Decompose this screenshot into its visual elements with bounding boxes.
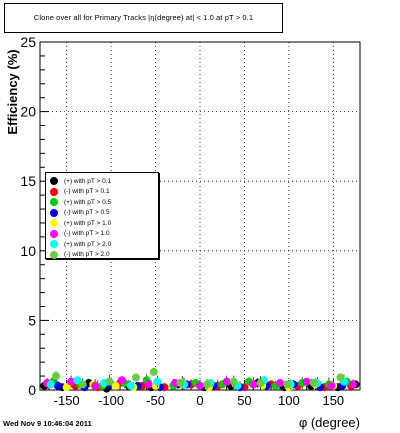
legend-label: (-) with pT > 1.0 [64,230,110,237]
data-point-series-7 [153,377,162,386]
data-point-series-6 [67,377,76,386]
data-point-series-8 [336,373,345,382]
legend-marker [50,177,58,185]
legend-label: (+) with pT > 2.0 [64,240,112,248]
data-point-series-8 [149,367,158,376]
y-tick-label: 15 [20,173,36,189]
data-point-series-4 [53,381,62,390]
data-point-series-8 [132,373,140,382]
timestamp: Wed Nov 9 10:46:04 2011 [3,419,92,428]
data-point-series-7 [126,381,135,390]
legend-marker [50,187,58,196]
y-tick-label: 0 [28,382,36,398]
chart-title: Clone over all for Primary Tracks |η(deg… [33,13,254,22]
data-point-series-5 [111,381,120,390]
data-point-series-6 [144,380,153,389]
legend-label: (-) with pT > 0.5 [64,209,110,216]
data-point-series-6 [249,380,258,389]
data-point-series-6 [276,379,284,388]
legend-label: (-) with pT > 0.1 [64,188,110,195]
x-axis-label: φ (degree) [299,415,360,430]
data-point-series-8 [283,380,292,389]
legend-marker [50,208,58,217]
data-point-series-6 [196,381,204,390]
chart-title-box: Clone over all for Primary Tracks |η(deg… [4,3,283,33]
y-tick-label: 10 [20,243,36,259]
data-point-series-6 [222,377,231,386]
legend-entry: (+) with pT > 2.0 [50,239,111,249]
data-point-series-8 [105,377,114,386]
data-point-series-8 [229,377,238,386]
data-point-series-8 [78,380,87,389]
legend-label: (-) with pT > 2.0 [64,251,110,258]
chart-legend: (+) with pT > 0.1 (-) with pT > 0.1 (+) wi… [45,172,159,259]
y-axis-label: Efficiency (%) [5,49,20,134]
data-point-series-8 [176,379,185,388]
legend-entry: (-) with pT > 2.0 [50,250,110,260]
x-tick-label: 50 [237,393,251,408]
x-tick-label: 100 [278,393,300,408]
y-tick-label: 5 [28,312,36,328]
legend-marker [50,219,58,227]
data-point-series-7 [46,380,55,389]
x-tick-label: -100 [98,393,124,408]
legend-marker [50,198,58,206]
data-point-series-8 [203,380,212,389]
data-point-series-6 [302,377,311,386]
grid-lines [40,42,360,390]
legend-marker [50,240,58,248]
legend-marker [50,229,58,238]
legend-label: (+) with pT > 0.1 [64,177,112,185]
y-tick-label: 20 [20,104,36,120]
data-point-series-8 [256,379,265,388]
data-points [40,367,360,393]
data-point-series-5 [62,383,71,392]
data-point-series-6 [348,380,357,389]
y-tick-label: 25 [20,34,36,50]
data-point-series-8 [52,372,60,381]
legend-entry: (+) with pT > 0.1 [50,176,111,186]
legend-label: (+) with pT > 0.5 [64,198,112,206]
legend-entry: (+) with pT > 1.0 [50,218,111,228]
x-tick-label: 150 [322,393,344,408]
legend-entry: (+) with pT > 0.5 [50,197,111,207]
legend-marker [50,250,58,259]
x-tick-label: -150 [54,393,80,408]
data-point-series-6 [117,376,126,385]
legend-entry: (-) with pT > 0.5 [50,208,110,218]
legend-entry: (-) with pT > 0.1 [50,187,110,197]
data-point-series-6 [91,381,100,390]
data-point-series-6 [327,381,336,390]
data-point-series-8 [309,379,318,388]
legend-entry: (-) with pT > 1.0 [50,229,110,239]
x-tick-label: 0 [196,393,203,408]
x-tick-label: -50 [146,393,165,408]
legend-label: (+) with pT > 1.0 [64,219,112,227]
